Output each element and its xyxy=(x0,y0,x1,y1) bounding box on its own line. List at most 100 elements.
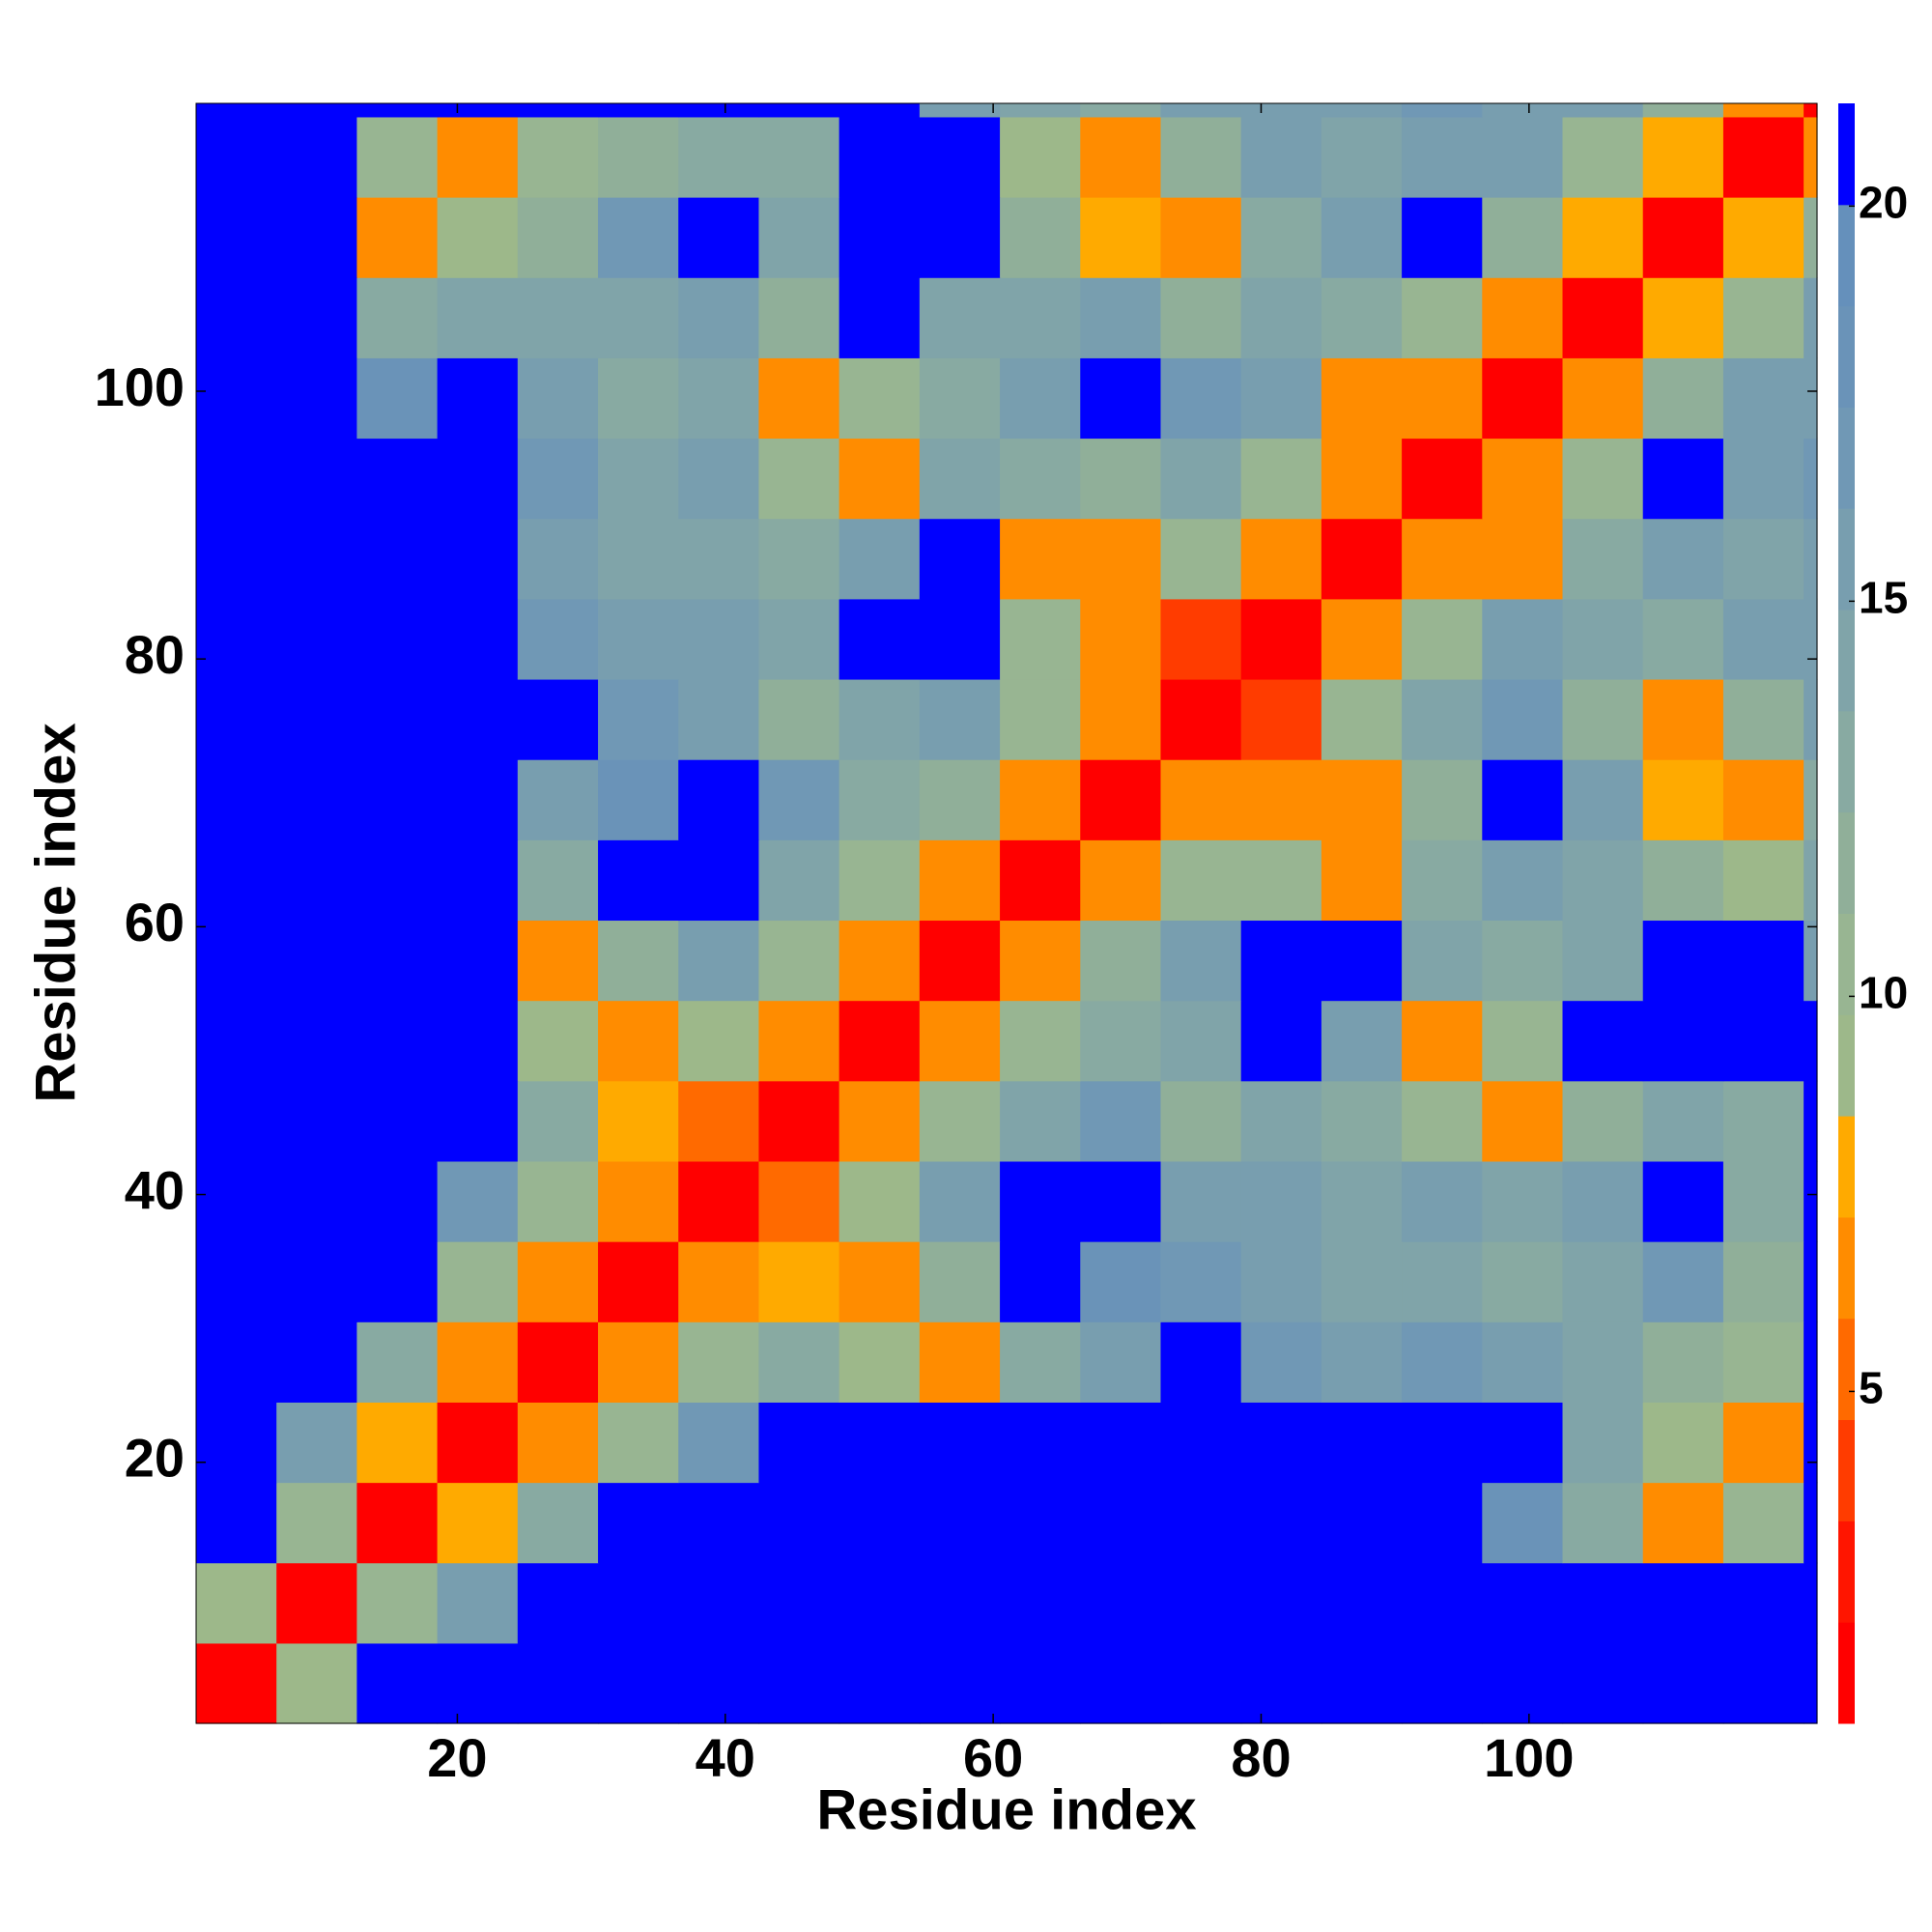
heat-cell xyxy=(1722,1321,1804,1403)
heat-cell xyxy=(517,1402,599,1484)
heat-cell xyxy=(919,1402,1001,1484)
colorbar-segment xyxy=(1838,1318,1855,1421)
heat-cell xyxy=(1080,518,1162,600)
heat-cell xyxy=(1240,839,1322,922)
heat-cell xyxy=(1804,1160,1818,1242)
heat-cell xyxy=(758,103,840,118)
heat-cell xyxy=(1240,1160,1322,1242)
heat-cell xyxy=(598,438,679,520)
heat-cell xyxy=(1240,759,1322,840)
heat-cell xyxy=(517,598,599,680)
heat-cell xyxy=(1000,1241,1081,1322)
heat-cell xyxy=(1482,518,1564,600)
heat-cell xyxy=(437,1482,519,1564)
heat-cell xyxy=(1562,759,1644,840)
heat-cell xyxy=(758,518,840,600)
heat-cell xyxy=(1000,1000,1081,1082)
colorbar-segment xyxy=(1838,913,1855,1015)
heat-cell xyxy=(1160,1402,1242,1484)
heat-cell xyxy=(1240,678,1322,760)
heat-cell xyxy=(1562,1402,1644,1484)
heat-cell xyxy=(678,1642,760,1724)
heat-cell xyxy=(1321,518,1403,600)
heat-cell xyxy=(1321,1482,1403,1564)
heat-cell xyxy=(1160,598,1242,680)
heat-cell xyxy=(276,598,358,680)
heat-cell xyxy=(1160,197,1242,278)
heat-cell xyxy=(1402,1080,1483,1162)
colorbar-segment xyxy=(1838,508,1855,611)
heat-cell xyxy=(1000,678,1081,760)
heat-cell xyxy=(678,116,760,198)
heat-cell xyxy=(919,103,1001,118)
heat-cell xyxy=(1482,357,1564,440)
heat-cell xyxy=(1562,1482,1644,1564)
heat-cell xyxy=(517,1160,599,1242)
heat-cell xyxy=(758,1000,840,1082)
heat-cell xyxy=(517,518,599,600)
heat-cell xyxy=(1804,1642,1818,1724)
heat-cell xyxy=(517,277,599,358)
heat-cell xyxy=(838,357,921,440)
heat-cell xyxy=(356,1000,439,1082)
heat-cell xyxy=(1321,277,1403,358)
heat-cell xyxy=(1402,759,1483,840)
heat-cell xyxy=(758,598,840,680)
heat-cell xyxy=(1642,1562,1724,1644)
heat-cell xyxy=(276,1160,358,1242)
heat-cell xyxy=(919,678,1001,760)
heat-cell xyxy=(437,920,519,1002)
heat-cell xyxy=(1482,1160,1564,1242)
heat-cell xyxy=(838,277,921,358)
heat-cell xyxy=(1722,678,1804,760)
y-tick-label: 40 xyxy=(125,1159,185,1220)
heat-cell xyxy=(1240,357,1322,440)
heat-cell xyxy=(276,357,358,440)
heat-cell xyxy=(1402,598,1483,680)
y-tick-label: 20 xyxy=(125,1428,185,1489)
heat-cell xyxy=(1804,678,1818,760)
heat-cell xyxy=(437,1402,519,1484)
heat-cell xyxy=(1562,1160,1644,1242)
heat-cell xyxy=(598,103,679,118)
colorbar-segment xyxy=(1838,204,1855,307)
heat-cell xyxy=(1160,1482,1242,1564)
heat-cell xyxy=(919,1321,1001,1403)
heat-cell xyxy=(1642,1482,1724,1564)
heat-cell xyxy=(1562,839,1644,922)
heat-cell xyxy=(838,678,921,760)
heat-cell xyxy=(838,759,921,840)
heat-cell xyxy=(1080,1160,1162,1242)
heat-cell xyxy=(1080,116,1162,198)
heat-cell xyxy=(598,1321,679,1403)
heat-cell xyxy=(1722,1241,1804,1322)
colorbar-segment xyxy=(1838,811,1855,914)
heat-cell xyxy=(1722,103,1804,118)
heat-cell xyxy=(598,1402,679,1484)
heat-cell xyxy=(437,839,519,922)
heat-cell xyxy=(1000,438,1081,520)
heat-cell xyxy=(356,1321,439,1403)
heat-cell xyxy=(356,1642,439,1724)
heat-cell xyxy=(1240,1482,1322,1564)
heat-cell xyxy=(1080,1482,1162,1564)
heat-cell xyxy=(1722,1000,1804,1082)
heat-cell xyxy=(276,1080,358,1162)
heat-cell xyxy=(1321,678,1403,760)
heat-cell xyxy=(1562,438,1644,520)
heat-cell xyxy=(678,759,760,840)
heat-cell xyxy=(356,197,439,278)
heat-cell xyxy=(919,277,1001,358)
heat-cell xyxy=(919,518,1001,600)
heat-cell xyxy=(356,277,439,358)
heat-cell xyxy=(678,839,760,922)
heat-cell xyxy=(196,920,277,1002)
heat-cell xyxy=(1402,1321,1483,1403)
heat-cell xyxy=(1722,1080,1804,1162)
heat-cell xyxy=(1321,920,1403,1002)
heat-cell xyxy=(1804,197,1818,278)
heat-cell xyxy=(356,678,439,760)
heat-cell xyxy=(1804,1241,1818,1322)
heat-cell xyxy=(838,518,921,600)
heat-cell xyxy=(678,277,760,358)
